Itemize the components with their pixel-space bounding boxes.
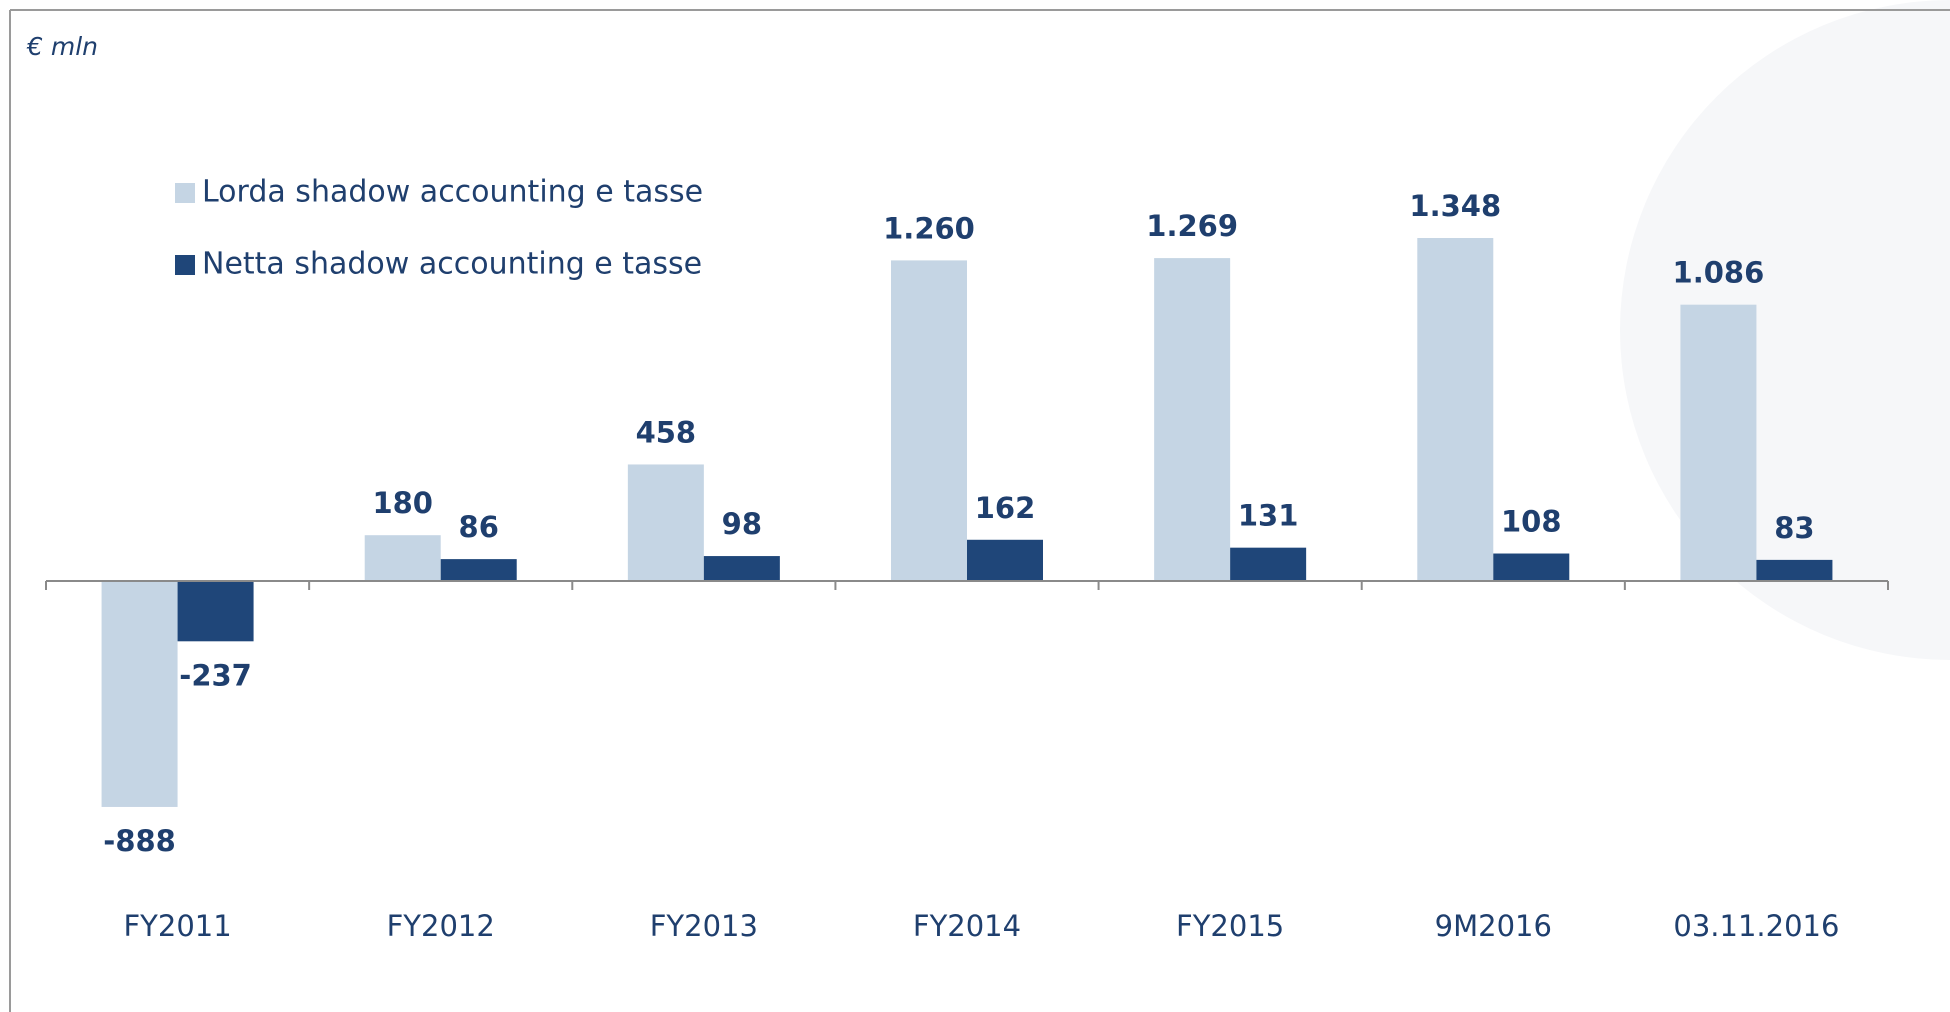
bar — [1417, 238, 1494, 581]
value-label: -237 — [179, 658, 252, 692]
x-tick-label: FY2012 — [387, 909, 495, 943]
x-tick-label: FY2015 — [1176, 909, 1284, 943]
value-label: 1.348 — [1409, 189, 1501, 223]
value-label: 458 — [636, 415, 697, 449]
unit-label: € mln — [26, 32, 98, 61]
legend-swatch — [175, 255, 195, 275]
x-tick-label: 03.11.2016 — [1673, 909, 1839, 943]
value-label: 180 — [372, 486, 433, 520]
value-label: 162 — [975, 491, 1036, 525]
bar — [891, 260, 967, 581]
bar — [1680, 304, 1757, 581]
x-tick-label: 9M2016 — [1435, 909, 1552, 943]
x-tick-label: FY2011 — [123, 909, 231, 943]
bar — [967, 539, 1043, 581]
value-label: 1.269 — [1146, 209, 1238, 243]
bar — [703, 556, 780, 581]
value-label: 86 — [459, 510, 499, 544]
x-tick-label: FY2013 — [650, 909, 758, 943]
value-label: -888 — [103, 824, 176, 858]
value-label: 1.260 — [883, 211, 975, 245]
value-label: 108 — [1501, 505, 1562, 539]
value-label: 98 — [722, 507, 762, 541]
bar — [627, 464, 704, 581]
x-tick-label: FY2014 — [913, 909, 1021, 943]
value-label: 131 — [1238, 499, 1299, 533]
bar — [1230, 547, 1307, 581]
legend-swatch — [175, 183, 195, 203]
bar — [1154, 258, 1231, 581]
bar — [440, 559, 517, 581]
value-label: 1.086 — [1673, 256, 1765, 290]
bar — [364, 535, 441, 581]
legend-label: Lorda shadow accounting e tasse — [202, 175, 703, 210]
bar — [177, 581, 254, 642]
bar — [1756, 559, 1833, 581]
bar — [101, 581, 178, 807]
legend-label: Netta shadow accounting e tasse — [202, 247, 702, 282]
value-label: 83 — [1774, 511, 1814, 545]
bar — [1493, 553, 1570, 581]
